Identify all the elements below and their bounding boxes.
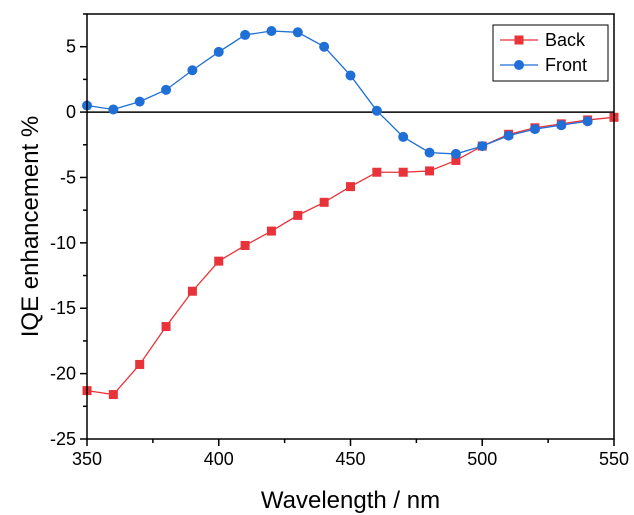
legend-label-front: Front: [545, 55, 587, 75]
data-point-back: [319, 197, 329, 207]
data-point-front: [292, 27, 303, 38]
y-tick-label: -5: [60, 167, 76, 187]
legend-marker-back: [514, 35, 524, 45]
data-point-back: [214, 256, 224, 266]
data-point-front: [161, 84, 172, 95]
y-tick-label: -25: [50, 429, 76, 449]
data-point-front: [240, 29, 251, 40]
data-point-front: [450, 148, 461, 159]
data-point-front: [503, 130, 514, 141]
data-point-back: [135, 359, 145, 369]
data-point-front: [529, 124, 540, 135]
y-tick-label: -10: [50, 233, 76, 253]
data-point-front: [477, 141, 488, 152]
data-point-front: [213, 46, 224, 57]
x-tick-label: 500: [467, 449, 497, 469]
data-point-front: [187, 65, 198, 76]
legend-label-back: Back: [545, 30, 586, 50]
data-point-front: [134, 96, 145, 107]
x-tick-label: 400: [204, 449, 234, 469]
y-tick-label: -15: [50, 298, 76, 318]
data-point-front: [556, 120, 567, 131]
x-tick-label: 550: [599, 449, 629, 469]
data-point-back: [346, 182, 355, 192]
x-tick-label: 450: [335, 449, 365, 469]
data-point-front: [398, 131, 409, 142]
legend-marker-front: [514, 60, 524, 70]
data-point-back: [266, 226, 276, 236]
series-line-back: [86, 116, 615, 396]
data-point-front: [319, 41, 330, 52]
data-point-back: [451, 155, 461, 165]
data-point-front: [371, 105, 382, 116]
series-front: [82, 26, 593, 159]
x-axis-title: Wavelength / nm: [261, 487, 440, 514]
data-point-front: [108, 104, 119, 115]
data-point-back: [372, 167, 382, 177]
x-tick-label: 350: [72, 449, 102, 469]
axes-layer: 350 400 450 500 550 5 0 -5 -10 -15 -20 -25: [50, 13, 629, 469]
y-tick-label: -20: [50, 364, 76, 384]
data-point-back: [187, 286, 197, 296]
data-point-back: [398, 167, 408, 177]
data-point-back: [293, 210, 303, 220]
data-point-back: [240, 240, 250, 250]
legend: Back Front: [492, 24, 609, 82]
data-point-back: [425, 166, 435, 176]
data-point-back: [161, 322, 171, 332]
data-point-front: [582, 116, 593, 127]
series-back: [82, 112, 619, 400]
data-point-front: [424, 147, 435, 158]
series-layer: [82, 26, 619, 400]
data-point-front: [345, 70, 356, 81]
y-tick-label: 0: [66, 102, 76, 122]
legend-box: [492, 24, 609, 82]
y-tick-label: 5: [66, 37, 76, 57]
data-point-back: [108, 390, 118, 400]
data-point-front: [266, 26, 277, 36]
y-axis-title: IQE enhancement %: [17, 116, 44, 337]
